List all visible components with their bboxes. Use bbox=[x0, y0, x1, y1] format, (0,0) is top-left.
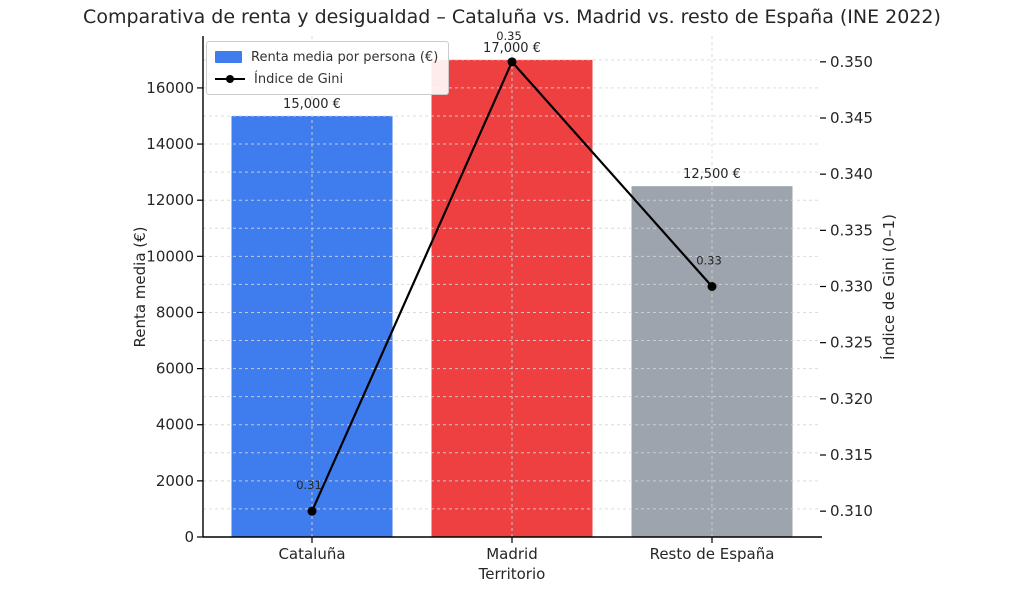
x-tick-label-madrid: Madrid bbox=[486, 545, 538, 563]
legend: Renta media por persona (€) Índice de Gi… bbox=[206, 41, 450, 95]
left-tick-label: 8000 bbox=[156, 303, 194, 321]
bar-madrid bbox=[431, 59, 593, 537]
gini-point-resto-de-espana bbox=[707, 282, 717, 291]
right-tick-label: 0.315 bbox=[830, 446, 873, 464]
left-tick-label: 6000 bbox=[156, 360, 194, 378]
right-tick-label: 0.320 bbox=[830, 390, 873, 408]
left-axis-title: Renta media (€) bbox=[131, 226, 149, 348]
gridlines bbox=[203, 36, 820, 537]
right-tick-label: 0.335 bbox=[830, 221, 873, 239]
gini-point-label-madrid: 0.35 bbox=[496, 29, 522, 43]
x-axis-title-text: Territorio bbox=[478, 565, 546, 583]
right-tick-label: 0.325 bbox=[830, 334, 873, 352]
right-tick-label: 0.350 bbox=[830, 53, 873, 71]
right-tick-label: 0.345 bbox=[830, 109, 873, 127]
bar-value-label-cataluna: 15,000 € bbox=[283, 97, 341, 112]
bars-group bbox=[231, 59, 793, 537]
gini-point-label-cataluna: 0.31 bbox=[296, 478, 322, 492]
x-axis-ticks bbox=[311, 537, 713, 543]
right-tick-label: 0.340 bbox=[830, 165, 873, 183]
right-tick-label: 0.330 bbox=[830, 278, 873, 296]
left-tick-label: 0 bbox=[184, 528, 194, 546]
legend-label-gini: Índice de Gini bbox=[254, 71, 344, 87]
line-series-marker-icon bbox=[215, 73, 245, 85]
right-tick-label: 0.310 bbox=[830, 502, 873, 520]
legend-label-renta: Renta media por persona (€) bbox=[251, 49, 439, 65]
left-tick-label: 10000 bbox=[146, 247, 194, 265]
left-tick-label: 2000 bbox=[156, 472, 194, 490]
left-tick-label: 14000 bbox=[146, 135, 194, 153]
right-axis-ticks bbox=[820, 61, 826, 512]
right-axis-title: Índice de Gini (0–1) bbox=[880, 214, 898, 360]
legend-item-renta: Renta media por persona (€) bbox=[215, 48, 438, 66]
gini-points bbox=[307, 57, 717, 516]
bar-value-label-madrid: 17,000 € bbox=[483, 41, 541, 56]
gini-point-label-resto-de-espana: 0.33 bbox=[696, 254, 722, 268]
left-tick-label: 12000 bbox=[146, 191, 194, 209]
gini-point-cataluna bbox=[307, 506, 317, 516]
bar-series-swatch bbox=[215, 51, 242, 63]
bar-value-label-resto-de-espana: 12,500 € bbox=[683, 167, 741, 182]
chart-title: Comparativa de renta y desigualdad – Cat… bbox=[83, 6, 941, 28]
x-tick-label-cataluna: Cataluña bbox=[278, 545, 345, 563]
x-tick-label-resto-de-espana: Resto de España bbox=[650, 545, 775, 563]
left-tick-label: 4000 bbox=[156, 416, 194, 434]
left-axis-ticks bbox=[197, 87, 203, 538]
gini-point-madrid bbox=[507, 57, 517, 67]
left-tick-label: 16000 bbox=[146, 79, 194, 97]
legend-item-gini: Índice de Gini bbox=[215, 70, 438, 88]
